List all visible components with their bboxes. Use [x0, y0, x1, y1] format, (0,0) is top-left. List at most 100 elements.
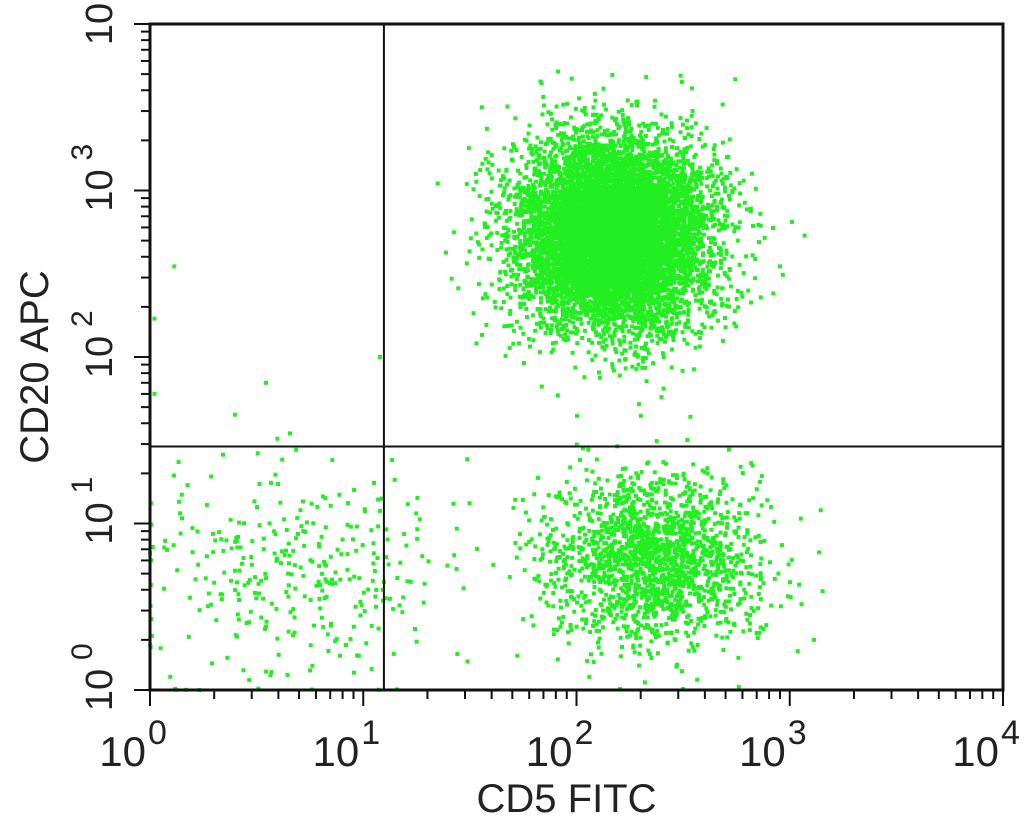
data-point	[728, 183, 733, 188]
data-point	[513, 116, 518, 121]
data-point	[695, 169, 700, 174]
data-point	[505, 323, 510, 328]
data-point	[676, 204, 681, 209]
data-point	[685, 341, 690, 346]
data-point	[583, 152, 588, 157]
data-point	[664, 247, 669, 252]
data-point	[628, 297, 633, 302]
data-point	[663, 146, 668, 151]
data-point	[593, 140, 598, 145]
data-point	[604, 306, 609, 311]
data-point	[625, 153, 630, 158]
data-point	[552, 318, 557, 323]
data-point	[533, 288, 538, 292]
data-point	[644, 75, 649, 79]
data-point	[509, 148, 514, 153]
data-point	[546, 173, 551, 178]
data-point	[700, 281, 705, 286]
data-point	[554, 178, 559, 183]
data-point	[518, 282, 523, 287]
data-point	[565, 328, 569, 333]
data-point	[771, 226, 775, 230]
data-point	[534, 272, 539, 277]
data-point	[611, 164, 616, 169]
data-point	[581, 139, 586, 144]
data-point	[631, 136, 636, 141]
data-point	[688, 189, 693, 194]
data-point	[670, 347, 674, 352]
data-point	[518, 171, 523, 176]
data-point	[514, 276, 519, 281]
data-point	[658, 311, 662, 316]
data-point	[587, 148, 591, 153]
data-point	[661, 128, 665, 132]
data-point	[605, 180, 610, 185]
data-point	[643, 344, 648, 349]
data-point	[473, 171, 478, 176]
data-point	[489, 201, 494, 206]
data-point	[505, 104, 510, 109]
data-point	[607, 133, 612, 138]
data-point	[716, 228, 721, 233]
data-point	[610, 175, 615, 180]
data-point	[636, 161, 641, 166]
data-point	[523, 238, 528, 243]
data-point	[634, 344, 639, 349]
data-point	[603, 357, 608, 362]
data-point	[571, 320, 576, 325]
data-point	[647, 150, 652, 155]
data-point	[573, 315, 578, 320]
data-point	[712, 143, 717, 148]
data-point	[485, 225, 490, 230]
data-point	[514, 148, 519, 153]
data-point	[640, 153, 645, 158]
data-point	[674, 321, 679, 326]
data-point	[700, 322, 705, 327]
data-point	[588, 130, 593, 135]
data-point	[534, 179, 539, 184]
data-point	[529, 280, 534, 285]
data-point	[707, 250, 712, 255]
data-point	[712, 288, 717, 293]
data-point	[651, 166, 656, 171]
data-point	[599, 132, 604, 137]
data-point	[600, 143, 605, 148]
data-point	[513, 288, 518, 293]
data-point	[562, 300, 567, 305]
data-point	[613, 157, 618, 162]
data-point	[587, 151, 592, 156]
data-point	[548, 331, 553, 336]
data-point	[699, 241, 704, 246]
data-point	[599, 263, 604, 268]
data-point	[541, 199, 546, 204]
data-point	[580, 108, 585, 113]
data-point	[677, 311, 682, 315]
data-point	[692, 204, 697, 209]
data-point	[585, 146, 590, 151]
data-point	[662, 177, 667, 182]
data-point	[679, 249, 684, 254]
data-point	[568, 136, 573, 141]
data-point	[655, 333, 660, 338]
data-point	[551, 275, 556, 280]
data-point	[704, 223, 708, 228]
data-point	[532, 185, 537, 190]
data-point	[650, 338, 655, 343]
data-point	[528, 344, 532, 349]
data-point	[676, 159, 681, 164]
data-point	[664, 335, 669, 339]
data-point	[547, 200, 552, 204]
data-point	[502, 186, 507, 191]
data-point	[707, 174, 711, 179]
data-point	[566, 301, 571, 306]
data-point	[539, 140, 543, 145]
data-point	[718, 222, 722, 226]
data-point	[699, 236, 704, 241]
data-point	[751, 224, 755, 228]
data-point	[631, 319, 636, 324]
data-point	[709, 325, 714, 330]
data-point	[672, 224, 677, 229]
data-point	[490, 162, 495, 167]
data-point	[673, 232, 678, 237]
data-point	[590, 340, 595, 345]
